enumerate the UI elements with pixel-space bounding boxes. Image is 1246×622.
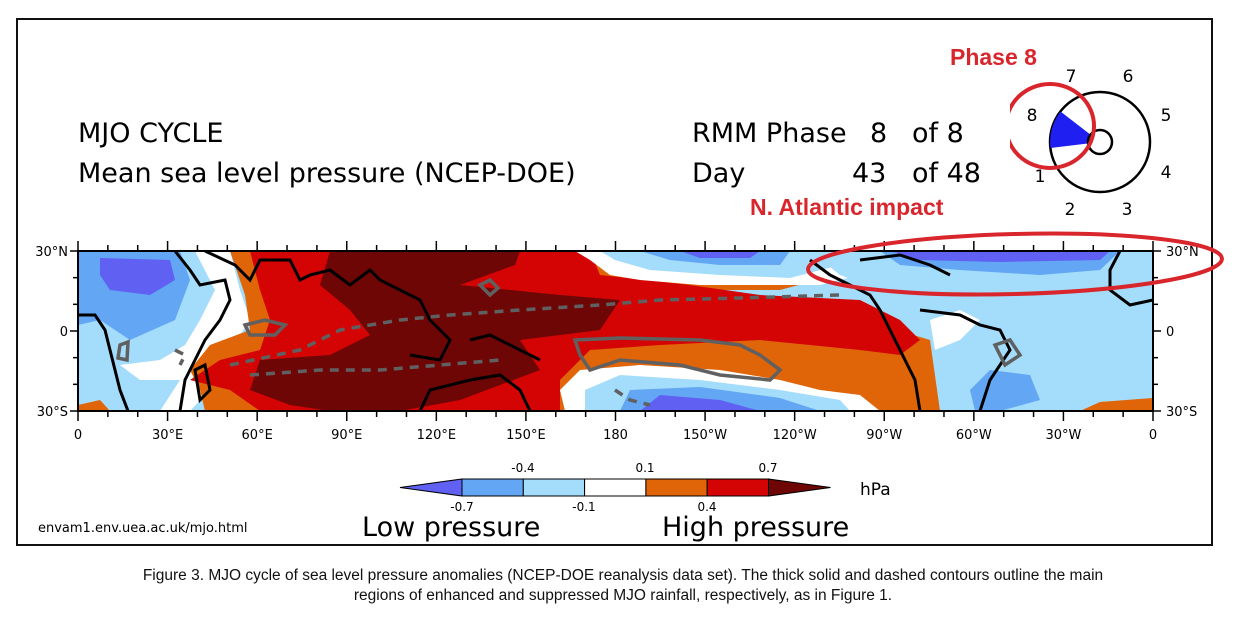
slp-anomaly-map: 0 30°E 60°E 90°E 120°E 150°E 180 150°W 120°W 90°W…	[35, 231, 1224, 443]
lat-label-30s-left: 30°S	[37, 405, 68, 420]
coastline-east-africa	[173, 251, 232, 411]
phase-diagram: 1 2 3 4 5 6 7 8	[1010, 67, 1172, 220]
phase-number-5: 5	[1161, 106, 1172, 126]
colorbar-unit: hPa	[860, 480, 891, 500]
lat-label-0-right: 0	[1166, 325, 1174, 340]
lon-label: 90°W	[866, 428, 902, 443]
lon-label: 120°W	[773, 428, 817, 443]
phase-number-4: 4	[1161, 163, 1172, 183]
colorbar-box	[645, 478, 708, 497]
coastline-new-guinea	[469, 333, 541, 362]
lon-label: 150°E	[506, 428, 546, 443]
map-fill-layer	[78, 251, 1153, 411]
suppressed-contour-south-pacific	[614, 388, 651, 407]
coastline-west-africa	[78, 313, 130, 411]
enhanced-contour-indian-ocean	[242, 318, 289, 337]
colorbar-boxes	[399, 478, 831, 497]
caption-line-1: Figure 3. MJO cycle of sea level pressur…	[142, 567, 1104, 584]
enhanced-contour-west-pacific	[477, 277, 501, 298]
source-url: envam1.env.uea.ac.uk/mjo.html	[38, 521, 248, 536]
enhanced-contour-africa	[116, 339, 130, 363]
phase-number-8: 8	[1027, 106, 1038, 126]
colorbar-high-arrow	[768, 478, 831, 497]
colorbar-label-top-2: 0.1	[635, 461, 654, 475]
colorbar-box	[584, 478, 647, 497]
coastline-madagascar	[193, 362, 212, 404]
coastline-brazil	[919, 308, 1012, 411]
figure-caption: Figure 3. MJO cycle of sea level pressur…	[0, 566, 1246, 606]
phase-number-3: 3	[1122, 200, 1133, 220]
phase-value: 8	[870, 118, 888, 149]
coastline-australia	[418, 373, 532, 411]
colorbar-label-bottom-1: -0.7	[450, 500, 473, 513]
phase-number-2: 2	[1065, 200, 1076, 220]
suppressed-contour-south	[249, 358, 501, 377]
lon-label: 0	[74, 428, 82, 443]
longitude-labels: 0 30°E 60°E 90°E 120°E 150°E 180 150°W 120°W 90°W…	[74, 428, 1157, 443]
contour-fill-purple-south-pacific	[640, 395, 760, 411]
lat-label-30n-left: 30°N	[35, 245, 68, 260]
contour-fill-orange-south-atlantic	[1080, 398, 1153, 411]
lon-label: 30°E	[152, 428, 183, 443]
lat-label-30s-right: 30°S	[1166, 405, 1197, 420]
colorbar-box	[706, 478, 770, 497]
lat-label-30n-right: 30°N	[1166, 245, 1199, 260]
figure-subtitle: Mean sea level pressure (NCEP-DOE)	[78, 158, 576, 189]
figure-title: MJO CYCLE	[78, 118, 224, 149]
lon-label: 180	[603, 428, 628, 443]
high-pressure-label: High pressure	[662, 512, 850, 543]
phase-number-6: 6	[1123, 67, 1134, 87]
phase-label: RMM Phase	[692, 118, 847, 149]
contour-fill-dark-red	[250, 251, 620, 411]
contour-fill-purple-north-pacific	[680, 251, 760, 258]
enhanced-contour-brazil	[992, 337, 1023, 368]
coastlines	[78, 251, 1153, 411]
axis-ticks	[70, 241, 1161, 421]
contour-fill-purple-africa	[100, 258, 175, 295]
coastline-asia	[204, 251, 452, 362]
day-value: 43	[852, 158, 887, 189]
day-of: of 48	[912, 158, 981, 189]
region-callout-ellipse	[806, 231, 1224, 297]
coastline-caribbean	[859, 253, 951, 277]
lon-label: 60°W	[956, 428, 992, 443]
suppressed-contour-africa	[174, 348, 188, 366]
lon-label: 30°W	[1045, 428, 1081, 443]
lon-label: 150°W	[683, 428, 727, 443]
lat-label-0-left: 0	[60, 325, 68, 340]
suppressed-contour-north	[229, 293, 841, 367]
enhanced-rainfall-contours	[116, 277, 1023, 382]
colorbar-label-top-1: -0.4	[511, 461, 534, 475]
low-pressure-label: Low pressure	[362, 512, 541, 543]
contour-fill-orange-southwest	[78, 400, 110, 411]
phase-outer-circle	[1048, 90, 1152, 194]
day-label: Day	[692, 158, 746, 189]
lon-label: 90°E	[331, 428, 362, 443]
enhanced-contour-south-pacific	[572, 336, 783, 382]
contour-fill-blue-south-atlantic	[970, 370, 1040, 411]
coastline-americas-west	[809, 258, 922, 411]
suppressed-rainfall-contours	[174, 293, 841, 407]
phase-number-1: 1	[1035, 167, 1046, 187]
lon-label: 120°E	[417, 428, 457, 443]
caption-line-2: regions of enhanced and suppressed MJO r…	[353, 587, 893, 604]
region-callout-text: N. Atlantic impact	[750, 194, 944, 220]
phase-of: of 8	[912, 118, 964, 149]
contour-fill-purple-atlantic	[890, 251, 1110, 262]
colorbar-box	[461, 478, 524, 497]
colorbar-label-top-3: 0.7	[758, 461, 777, 475]
phase-callout-text: Phase 8	[950, 44, 1037, 70]
lon-label: 60°E	[242, 428, 273, 443]
lon-label: 0	[1149, 428, 1157, 443]
colorbar-label-bottom-2: -0.1	[572, 500, 595, 513]
phase-callout-circle	[1010, 82, 1096, 170]
phase-number-7: 7	[1066, 67, 1077, 87]
colorbar-low-arrow	[399, 478, 463, 497]
colorbar-box	[522, 478, 586, 497]
colorbar-label-bottom-3: 0.4	[697, 500, 716, 513]
colorbar: -0.4 0.1 0.7 -0.7 -0.1 0.4 hPa	[399, 461, 891, 513]
